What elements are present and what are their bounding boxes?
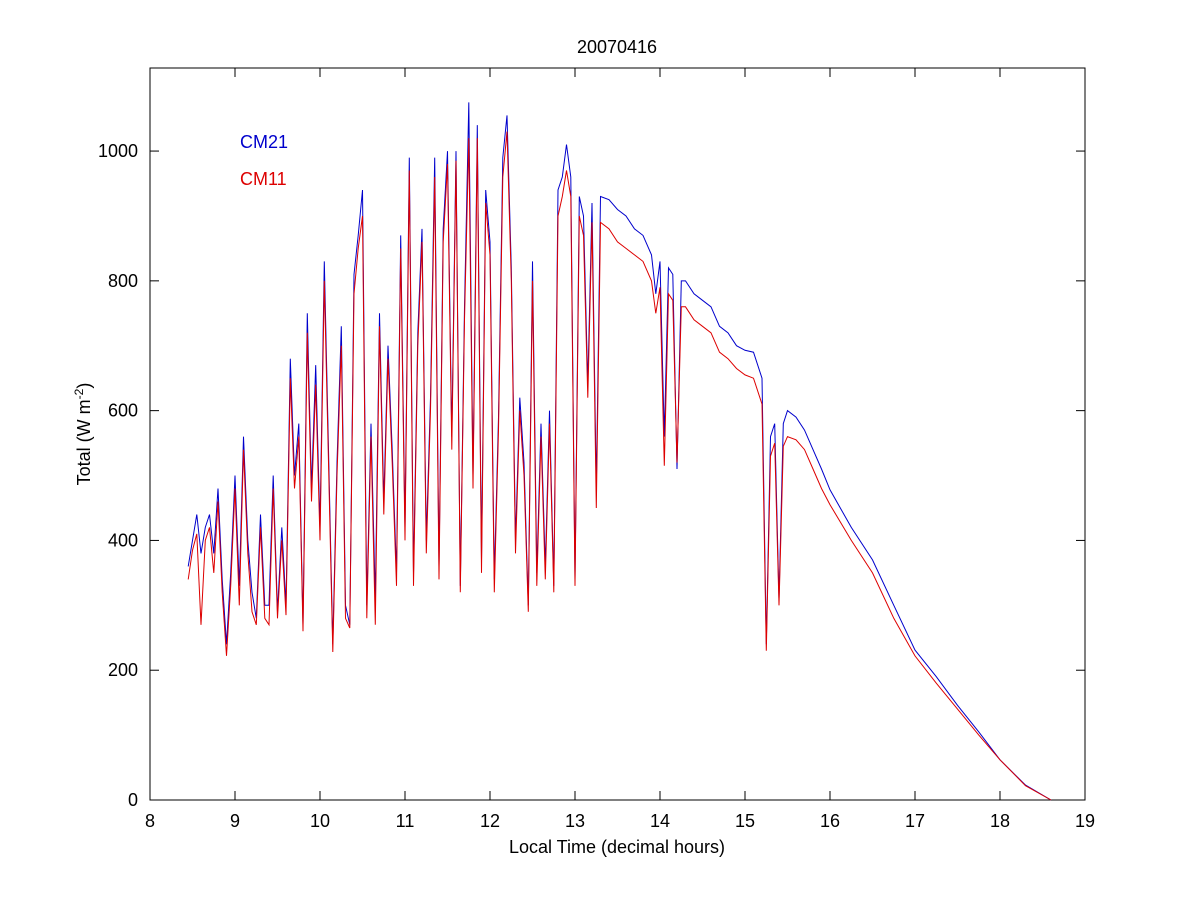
x-tick-label: 19 [1075, 811, 1095, 831]
x-tick-label: 10 [310, 811, 330, 831]
y-axis-label-main: Total (W m [74, 399, 94, 485]
y-tick-label: 200 [108, 660, 138, 680]
y-axis-label-close: ) [74, 383, 94, 389]
plot-area [149, 67, 1086, 801]
x-axis-label: Local Time (decimal hours) [509, 837, 725, 857]
x-tick-label: 9 [230, 811, 240, 831]
chart-title: 20070416 [577, 37, 657, 57]
x-tick-label: 8 [145, 811, 155, 831]
x-tick-label: 17 [905, 811, 925, 831]
x-tick-label: 12 [480, 811, 500, 831]
series-line-cm11 [187, 131, 1052, 801]
legend-cm11: CM11 [240, 169, 287, 189]
y-tick-label: 1000 [98, 141, 138, 161]
legend-cm21: CM21 [240, 132, 288, 152]
x-tick-label: 14 [650, 811, 670, 831]
y-axis-label: Total (W m-2) [72, 383, 94, 486]
y-tick-label: 600 [108, 401, 138, 421]
x-tick-label: 13 [565, 811, 585, 831]
x-tick-label: 15 [735, 811, 755, 831]
y-tick-label: 800 [108, 271, 138, 291]
y-axis-label-superscript: -2 [72, 388, 86, 399]
x-tick-label: 16 [820, 811, 840, 831]
x-tick-label: 18 [990, 811, 1010, 831]
x-tick-label: 11 [396, 811, 415, 831]
y-tick-label: 0 [128, 790, 138, 810]
y-tick-label: 400 [108, 530, 138, 550]
